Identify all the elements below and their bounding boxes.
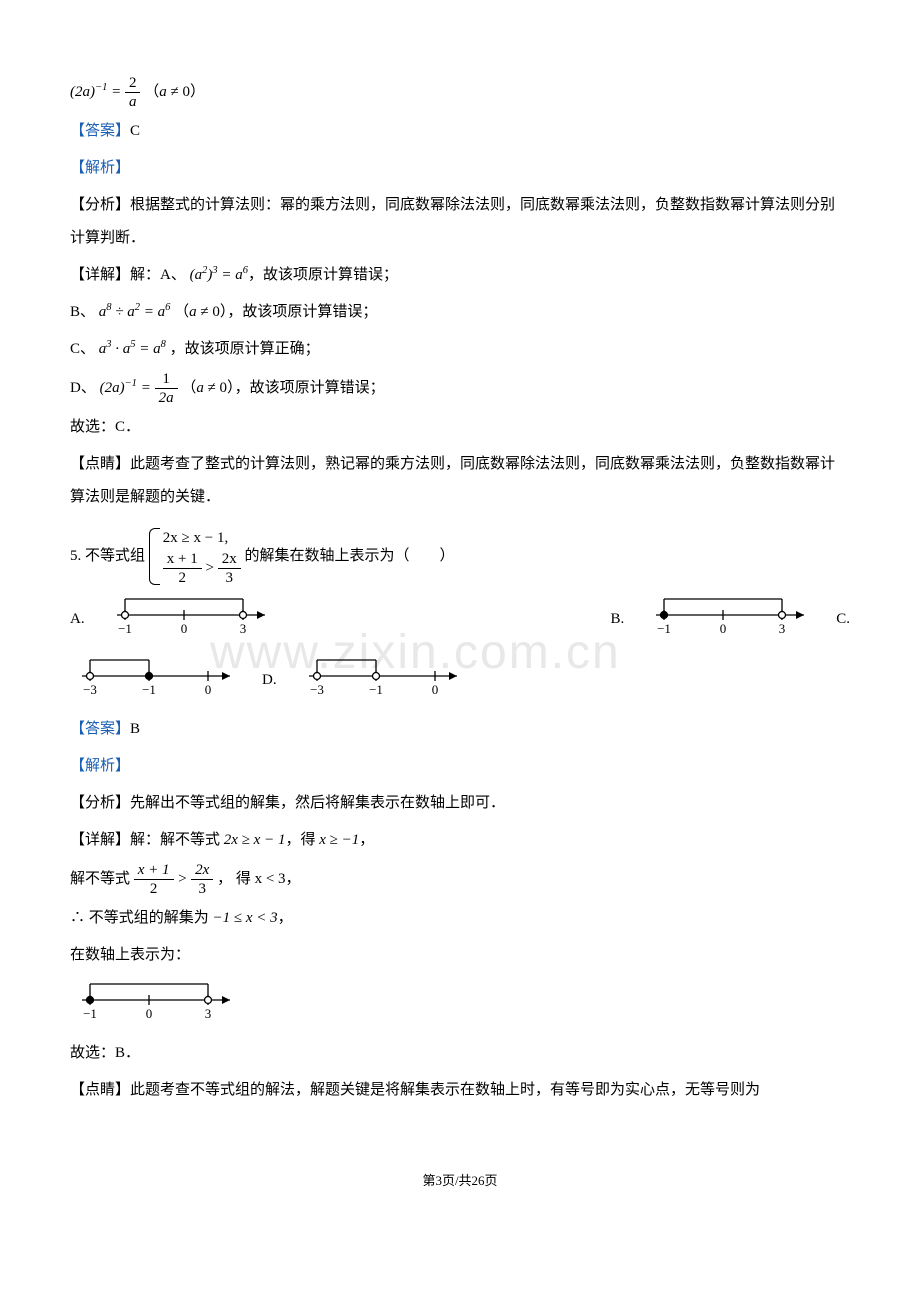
lhs-num: x + 1 xyxy=(163,550,202,569)
q5-number: 5. xyxy=(70,548,81,564)
dianjing-text: 此题考查了整式的计算法则，熟记幂的乘方法则，同底数幂除法法则，同底数幂乘法法则，… xyxy=(70,456,835,505)
answer-value: C xyxy=(130,123,140,139)
analysis-4-label: 【解析】 xyxy=(70,152,850,185)
svg-text:0: 0 xyxy=(146,1006,153,1020)
svg-text:−3: −3 xyxy=(310,682,324,696)
svg-text:0: 0 xyxy=(720,621,727,635)
rhs-den: 3 xyxy=(218,569,241,587)
frac-den: 2a xyxy=(155,389,178,407)
optB-prefix: B、 xyxy=(70,304,95,320)
q5-stem: 5. 不等式组 2x ≥ x − 1, x + 12 > 2x3 的解集在数轴上… xyxy=(70,526,850,587)
page-content: (2a)−1 = 2a （a ≠ 0） 【答案】C 【解析】 【分析】根据整式的… xyxy=(70,74,850,1196)
svg-text:0: 0 xyxy=(180,621,187,635)
optB-label: B. xyxy=(610,603,624,636)
top-equation: (2a)−1 = 2a （a ≠ 0） xyxy=(70,74,850,111)
sys-line2: x + 12 > 2x3 xyxy=(163,550,241,587)
answer-label: 【答案】 xyxy=(70,123,130,139)
answer-4: 【答案】C xyxy=(70,115,850,148)
numberline-D: −3 −1 0 xyxy=(303,652,463,709)
svg-text:−1: −1 xyxy=(83,1006,97,1020)
frac-den: 2 xyxy=(134,880,174,898)
rhs-num: 2x xyxy=(218,550,241,569)
optD-prefix: D、 xyxy=(70,380,96,396)
numberline-C: −3 −1 0 xyxy=(76,652,236,709)
q5-options-row2: −3 −1 0 D. −3 −1 0 xyxy=(70,652,850,709)
dianjing-5: 【点睛】此题考查不等式组的解法，解题关键是将解集表示在数轴上时，有等号即为实心点… xyxy=(70,1074,850,1107)
xj-line1: 解：解不等式 2x ≥ x − 1，得 x ≥ −1， xyxy=(130,832,374,848)
fenxi-text: 根据整式的计算法则：幂的乘方法则，同底数幂除法法则，同底数幂乘法法则，负整数指数… xyxy=(70,197,835,246)
optD-text: ，故该项原计算错误； xyxy=(235,380,385,396)
sys-op: > xyxy=(205,560,217,576)
fenxi-5: 【分析】先解出不等式组的解集，然后将解集表示在数轴上即可． xyxy=(70,787,850,820)
numberline-A: −1 0 3 xyxy=(111,591,271,648)
fenxi-label: 【分析】 xyxy=(70,197,130,213)
frac-den: 3 xyxy=(191,880,213,898)
xiangjie-4-a: 【详解】解：A、 (a2)3 = a6，故该项原计算错误； xyxy=(70,259,850,292)
dianjing-4: 【点睛】此题考查了整式的计算法则，熟记幂的乘方法则，同底数幂除法法则，同底数幂乘… xyxy=(70,448,850,514)
analysis-label: 【解析】 xyxy=(70,758,130,774)
dianjing-label: 【点睛】 xyxy=(70,456,130,472)
page-footer: 第3页/共26页 xyxy=(70,1167,850,1196)
condition: （a ≠ 0） xyxy=(144,84,205,100)
optA-text: ，故该项原计算错误； xyxy=(248,267,398,283)
xj-line2-prefix: 解不等式 xyxy=(70,871,134,887)
frac-den: a xyxy=(125,93,141,111)
xiangjie-label: 【详解】 xyxy=(70,832,130,848)
answer-5: 【答案】B xyxy=(70,713,850,746)
solution-set: ∴ 不等式组的解集为 −1 ≤ x < 3， xyxy=(70,902,850,935)
svg-text:0: 0 xyxy=(205,682,212,696)
svg-text:−1: −1 xyxy=(142,682,156,696)
optC-label: C. xyxy=(836,603,850,636)
xiangjie-5-2: 解不等式 x + 12 > 2x3 ， 得 x < 3， xyxy=(70,861,850,898)
svg-text:−1: −1 xyxy=(118,621,132,635)
fenxi-4: 【分析】根据整式的计算法则：幂的乘方法则，同底数幂除法法则，同底数幂乘法法则，负… xyxy=(70,189,850,255)
svg-text:−3: −3 xyxy=(83,682,97,696)
fenxi-label: 【分析】 xyxy=(70,795,130,811)
optC-prefix: C、 xyxy=(70,341,95,357)
q5-suffix: 的解集在数轴上表示为（ ） xyxy=(244,548,454,564)
optC-text: ，故该项原计算正确； xyxy=(166,341,320,357)
dianjing-label: 【点睛】 xyxy=(70,1082,130,1098)
solution-numberline: −1 0 3 xyxy=(70,976,850,1033)
xiangjie-4-c: C、 a3 · a5 = a8 ，故该项原计算正确； xyxy=(70,333,850,366)
xiangjie-intro: 解：A、 xyxy=(130,267,186,283)
svg-text:3: 3 xyxy=(205,1006,212,1020)
optB-text: ，故该项原计算错误； xyxy=(227,304,377,320)
optA-label: A. xyxy=(70,603,85,636)
svg-text:−1: −1 xyxy=(657,621,671,635)
svg-text:0: 0 xyxy=(431,682,438,696)
xiangjie-4-d: D、 (2a)−1 = 12a （a ≠ 0），故该项原计算错误； xyxy=(70,370,850,407)
analysis-label: 【解析】 xyxy=(70,160,130,176)
sys-line1: 2x ≥ x − 1, xyxy=(163,526,241,550)
q5-options-row1: A. −1 0 3 B. −1 0 3 C. xyxy=(70,591,850,648)
frac-num: 1 xyxy=(155,370,178,389)
xiangjie-4-b: B、 a8 ÷ a2 = a6 （a ≠ 0），故该项原计算错误； xyxy=(70,296,850,329)
numberline-B: −1 0 3 xyxy=(650,591,810,648)
guxuan-4: 故选：C． xyxy=(70,411,850,444)
svg-text:−1: −1 xyxy=(369,682,383,696)
answer-label: 【答案】 xyxy=(70,721,130,737)
on-axis: 在数轴上表示为： xyxy=(70,939,850,972)
optC-math: a3 · a5 = a8 xyxy=(99,341,166,357)
frac-num: 2 xyxy=(125,74,141,93)
xiangjie-5-1: 【详解】解：解不等式 2x ≥ x − 1，得 x ≥ −1， xyxy=(70,824,850,857)
optA-math: (a2)3 = a6 xyxy=(190,267,248,283)
frac-num: x + 1 xyxy=(134,861,174,880)
svg-text:3: 3 xyxy=(779,621,786,635)
xj-line2-suffix: ， 得 x < 3， xyxy=(217,871,300,887)
frac-num: 2x xyxy=(191,861,213,880)
analysis-5-label: 【解析】 xyxy=(70,750,850,783)
fenxi-text: 先解出不等式组的解集，然后将解集表示在数轴上即可． xyxy=(130,795,505,811)
lhs-den: 2 xyxy=(163,569,202,587)
optB-math: a8 ÷ a2 = a6 xyxy=(99,304,174,320)
dianjing-text: 此题考查不等式组的解法，解题关键是将解集表示在数轴上时，有等号即为实心点，无等号… xyxy=(130,1082,760,1098)
optD-label: D. xyxy=(262,664,277,697)
q5-prefix: 不等式组 xyxy=(85,548,145,564)
svg-text:3: 3 xyxy=(239,621,246,635)
inequality-system: 2x ≥ x − 1, x + 12 > 2x3 xyxy=(149,526,241,587)
xiangjie-label: 【详解】 xyxy=(70,267,130,283)
numberline-sol: −1 0 3 xyxy=(76,976,236,1033)
answer-value: B xyxy=(130,721,140,737)
guxuan-5: 故选：B． xyxy=(70,1037,850,1070)
